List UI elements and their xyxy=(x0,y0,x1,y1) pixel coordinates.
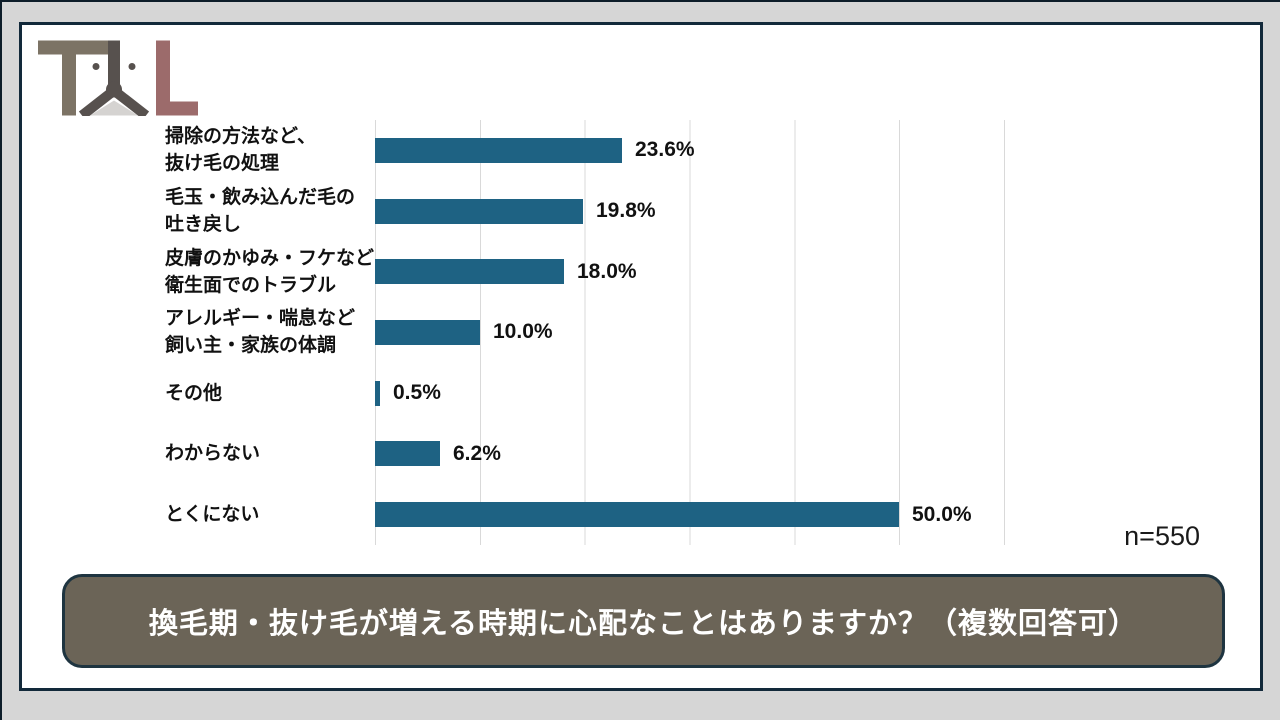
value-label: 23.6% xyxy=(635,138,695,162)
category-label: その他 xyxy=(165,382,223,404)
bar xyxy=(375,502,899,528)
question-banner: 換毛期・抜け毛が増える時期に心配なことはありますか？（複数回答可） xyxy=(62,574,1225,668)
tal-logo xyxy=(38,40,198,116)
value-label: 19.8% xyxy=(596,199,656,223)
value-label: 18.0% xyxy=(577,259,637,283)
logo-t-stem xyxy=(62,40,76,116)
category-labels: 掃除の方法など、 抜け毛の処理 毛玉・飲み込んだ毛の 吐き戻し 皮膚のかゆみ・フケな… xyxy=(163,120,375,545)
compass-triangle-icon xyxy=(90,100,138,116)
value-label: 10.0% xyxy=(493,320,553,344)
value-label: 0.5% xyxy=(393,381,441,405)
logo-l-foot xyxy=(156,101,198,116)
category-label: とくにない xyxy=(165,504,260,526)
bar xyxy=(375,137,622,163)
category-label: 掃除の方法など、 抜け毛の処理 xyxy=(165,126,317,175)
category-label: わからない xyxy=(165,443,261,465)
category-label: 皮膚のかゆみ・フケなど 衛生面でのトラブル xyxy=(165,247,375,296)
value-label: 50.0% xyxy=(912,502,972,526)
bar-chart-plot: 23.6% 19.8% 18.0% 10.0% 0.5% 6.2% 50.0% xyxy=(375,120,1005,545)
category-label: アレルギー・喘息など 飼い主・家族の体調 xyxy=(165,308,356,357)
screen-edge-top xyxy=(0,0,1280,2)
bar xyxy=(375,441,440,467)
compass-dot-right-icon xyxy=(128,63,136,70)
sample-size-label: n=550 xyxy=(1124,521,1200,551)
value-label: 6.2% xyxy=(453,441,501,465)
bar xyxy=(375,198,583,224)
logo-l-stem xyxy=(156,40,170,116)
bar xyxy=(375,320,480,345)
compass-handle-icon xyxy=(108,40,120,89)
screen-edge-left xyxy=(0,0,2,720)
bar xyxy=(375,259,564,285)
compass-pivot-icon xyxy=(106,81,122,98)
compass-dot-left-icon xyxy=(92,63,100,70)
question-title: 換毛期・抜け毛が増える時期に心配なことはありますか？（複数回答可） xyxy=(148,608,1139,640)
bar xyxy=(375,380,380,406)
category-label: 毛玉・飲み込んだ毛の 吐き戻し xyxy=(165,187,356,236)
